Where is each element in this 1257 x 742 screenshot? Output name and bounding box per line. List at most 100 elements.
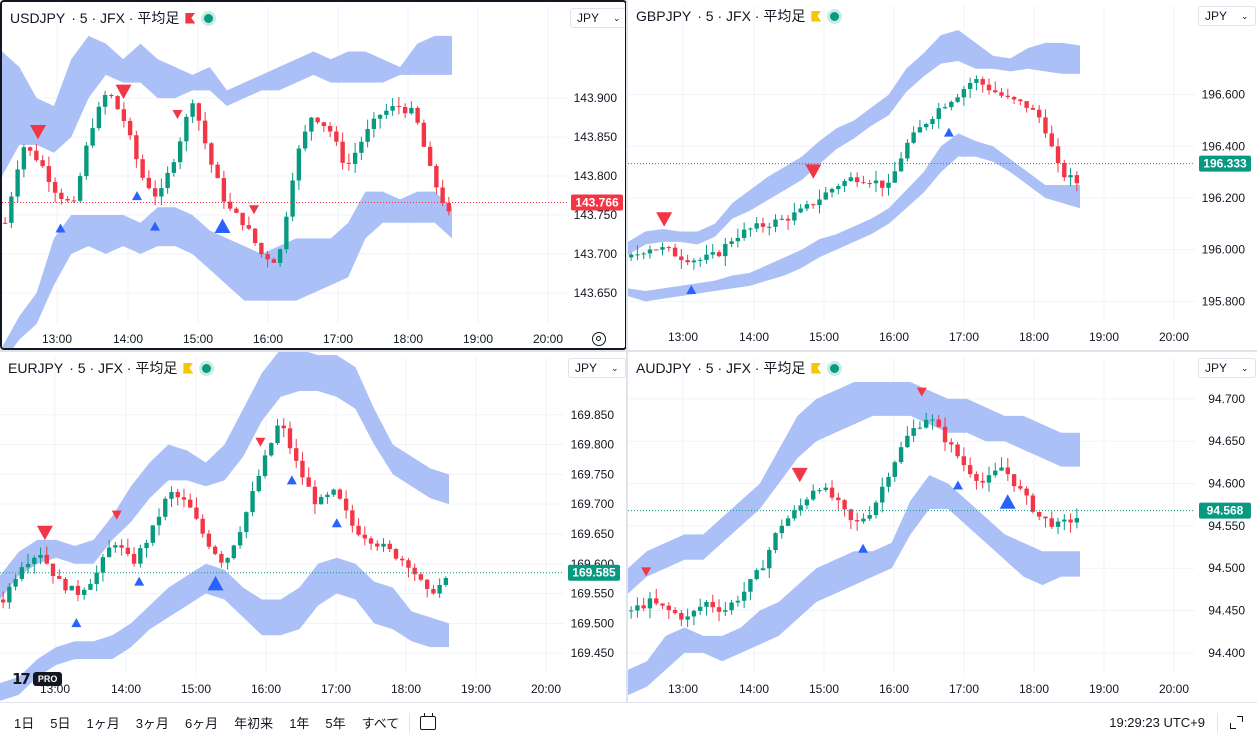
candle-body [88, 584, 93, 590]
symbol-name[interactable]: EURJPY [8, 360, 64, 376]
candle-body [729, 241, 734, 244]
buy-signal-marker [132, 191, 142, 201]
currency-selector[interactable]: JPY ⌄ [568, 358, 626, 378]
candle-body [237, 532, 243, 546]
candle-body [109, 94, 114, 97]
toolbar-separator [409, 712, 411, 733]
x-tick-label: 17:00 [323, 332, 353, 346]
candle-body [152, 188, 158, 197]
range-3m[interactable]: 3ヶ月 [135, 716, 169, 731]
symbol-name[interactable]: USDJPY [10, 10, 66, 26]
candle-body [691, 610, 697, 617]
candle-body [666, 247, 672, 249]
symbol-name[interactable]: AUDJPY [636, 360, 692, 376]
date-range-buttons: 1日 5日 1ヶ月 3ヶ月 6ヶ月 年初来 1年 5年 すべて [14, 713, 399, 732]
candle-body [917, 427, 923, 429]
candle-body [100, 557, 106, 573]
candle-body [654, 598, 659, 604]
y-tick-label: 143.850 [574, 130, 618, 144]
flag-icon[interactable] [811, 362, 822, 374]
candle-body [980, 79, 985, 85]
pane-legend: EURJPY · 5 · JFX · 平均足 [8, 358, 215, 378]
candle-body [660, 603, 665, 606]
candle-body [980, 480, 985, 483]
chart-pane-usdjpy[interactable]: 13:00 14:00 15:00 16:00 17:00 18:00 19:00 20:00… [0, 0, 627, 350]
y-tick-label: 169.800 [571, 438, 615, 452]
candle-body [231, 545, 237, 559]
currency-selector[interactable]: JPY ⌄ [1198, 6, 1256, 26]
chart-canvas[interactable]: 13:00 14:00 15:00 16:00 17:00 18:00 19:00 20:00… [0, 352, 626, 702]
candle-body [9, 196, 14, 223]
range-1y[interactable]: 1年 [289, 716, 310, 731]
candle-body [52, 181, 58, 193]
last-price-label: 143.766 [575, 196, 619, 210]
candle-body [327, 126, 333, 132]
flag-icon[interactable] [811, 10, 822, 22]
y-tick-label: 94.450 [1208, 604, 1245, 618]
candle-body [892, 462, 898, 477]
chevron-down-icon: ⌄ [613, 12, 621, 23]
candle-body [334, 131, 339, 142]
candle-body [240, 212, 245, 226]
buy-signal-marker [686, 285, 697, 295]
candle-body [34, 150, 39, 161]
candle-body [836, 497, 841, 501]
candle-body [1074, 175, 1080, 184]
candle-body [842, 180, 847, 187]
candle-body [300, 460, 305, 478]
candle-body [337, 489, 343, 499]
candle-body [437, 584, 442, 594]
clock[interactable]: 19:29:23 UTC+9 [1109, 715, 1205, 730]
candle-body [723, 243, 728, 257]
candle-body [854, 520, 860, 522]
candle-body [748, 579, 753, 592]
candle-body [200, 518, 205, 534]
chart-pane-audjpy[interactable]: 13:00 14:00 15:00 16:00 17:00 18:00 19:00 20:00… [628, 352, 1257, 702]
chart-canvas[interactable]: 13:00 14:00 15:00 16:00 17:00 18:00 19:00 20:00… [628, 0, 1257, 350]
candle-body [340, 141, 345, 163]
range-1m[interactable]: 1ヶ月 [86, 716, 120, 731]
tradingview-logo[interactable]: 17 PRO [12, 670, 63, 688]
range-5y[interactable]: 5年 [325, 716, 346, 731]
chart-canvas[interactable]: 13:00 14:00 15:00 16:00 17:00 18:00 19:00 20:00… [628, 352, 1257, 702]
x-tick-label: 19:00 [1089, 682, 1119, 696]
candle-body [723, 610, 728, 612]
chart-pane-eurjpy[interactable]: 13:00 14:00 15:00 16:00 17:00 18:00 19:00 20:00… [0, 352, 626, 702]
candle-body [936, 108, 941, 120]
sell-signal-marker [30, 124, 46, 140]
flag-icon[interactable] [183, 362, 194, 374]
candle-body [377, 114, 383, 119]
chart-pane-gbpjpy[interactable]: 13:00 14:00 15:00 16:00 17:00 18:00 19:00 20:00… [628, 0, 1257, 350]
candle-body [867, 183, 872, 185]
candle-body [250, 491, 255, 513]
candle-body [672, 610, 678, 614]
pane-divider-horizontal[interactable] [0, 350, 1257, 352]
chart-canvas[interactable]: 13:00 14:00 15:00 16:00 17:00 18:00 19:00 20:00… [2, 2, 627, 350]
currency-selector[interactable]: JPY ⌄ [570, 8, 625, 28]
sell-signal-marker [172, 110, 183, 120]
range-all[interactable]: すべて [361, 716, 400, 731]
sell-signal-marker [36, 525, 53, 541]
candle-body [697, 606, 703, 611]
candle-body [275, 425, 280, 444]
candle-body [146, 177, 152, 189]
candle-body [325, 494, 330, 498]
candle-body [1068, 519, 1073, 523]
currency-selector[interactable]: JPY ⌄ [1198, 358, 1256, 378]
range-ytd[interactable]: 年初来 [234, 716, 274, 731]
x-tick-label: 18:00 [1019, 330, 1049, 344]
buy-signal-marker [999, 494, 1016, 509]
candle-body [1036, 109, 1042, 118]
range-6m[interactable]: 6ヶ月 [184, 716, 219, 731]
gear-icon[interactable] [592, 332, 606, 346]
flag-icon[interactable] [185, 12, 196, 24]
symbol-name[interactable]: GBPJPY [636, 8, 692, 24]
fullscreen-icon[interactable] [1230, 716, 1243, 729]
range-1d[interactable]: 1日 [14, 716, 35, 731]
candle-body [50, 563, 56, 577]
candle-body [434, 165, 439, 188]
range-5d[interactable]: 5日 [50, 716, 71, 731]
x-tick-label: 19:00 [461, 682, 491, 696]
candle-body [96, 106, 102, 129]
calendar-goto-icon[interactable] [420, 712, 437, 730]
